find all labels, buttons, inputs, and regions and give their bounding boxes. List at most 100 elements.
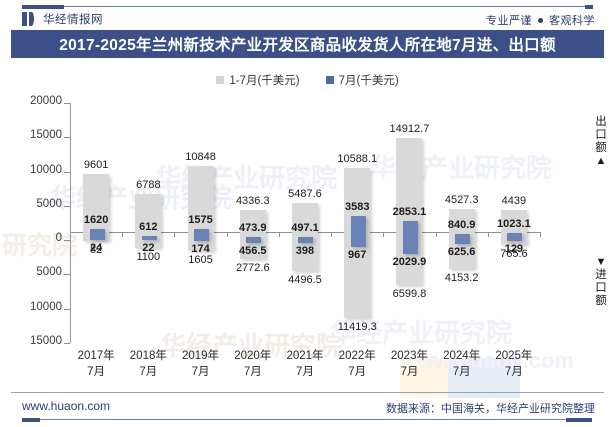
label-export-july: 840.9 xyxy=(447,219,476,232)
label-import-cumulative: 1100 xyxy=(136,250,161,263)
x-axis-category-line: 7月 xyxy=(348,366,367,378)
label-import-july: 129 xyxy=(504,243,524,256)
label-export-cumulative: 9601 xyxy=(83,159,109,172)
bar-cumulative-jan-jul[interactable] xyxy=(396,137,423,286)
x-axis-category-label: 2019年 7月 xyxy=(182,348,219,380)
tagline-left: 专业严谨 xyxy=(486,15,532,27)
x-axis-tick xyxy=(278,232,280,237)
label-export-july: 612 xyxy=(139,220,158,233)
label-export-july: 2853.1 xyxy=(392,205,427,218)
brand-name: 华经情报网 xyxy=(43,14,103,26)
y-axis-tick-label: 10000 xyxy=(30,300,62,313)
legend-item[interactable]: 1-7月(千美元) xyxy=(216,72,300,88)
brand: 华经情报网 xyxy=(22,11,103,27)
bar-series-container: 9601 82 1620 24 6788 1100 612 22 10848 1605 1575 17… xyxy=(70,103,540,343)
x-axis-category-line: 2017年 xyxy=(77,350,115,362)
x-axis-tick xyxy=(122,232,124,237)
bar-group[interactable]: 4336.3 2772.6 473.9 456.5 xyxy=(227,103,279,343)
chart-area: 华经产业研究院 华经产业研究院 华经产业研究院 华经产业研究院 华经产业研究院 … xyxy=(0,58,615,398)
bar-group[interactable]: 14912.7 6599.8 2853.1 2029.9 xyxy=(383,103,435,343)
bar-group[interactable]: 6788 1100 612 22 xyxy=(122,103,174,343)
x-axis-category-label: 2018年 7月 xyxy=(130,348,167,380)
label-import-july: 2029.9 xyxy=(392,256,427,269)
bar-july[interactable] xyxy=(298,236,314,243)
x-axis-tick xyxy=(383,232,385,237)
logo-mark-icon xyxy=(22,12,37,26)
bar-july[interactable] xyxy=(246,236,262,244)
label-export-cumulative: 4439 xyxy=(501,194,527,207)
import-arrow-down-icon: ▼ xyxy=(595,256,607,268)
legend-item[interactable]: 7月(千美元) xyxy=(325,72,399,88)
label-export-cumulative: 5487.6 xyxy=(288,187,322,200)
x-axis-tick xyxy=(487,232,489,237)
x-axis-category-line: 7月 xyxy=(243,366,262,378)
label-import-july: 967 xyxy=(348,248,367,261)
bar-group[interactable]: 4527.3 4153.2 840.9 625.6 xyxy=(436,103,488,343)
export-axis-caption: 出口额 ▲ xyxy=(593,116,609,168)
bar-group[interactable]: 10588.1 11419.3 3583 967 xyxy=(331,103,383,343)
x-axis-category-label: 2024年 7月 xyxy=(443,348,480,380)
bar-group[interactable]: 10848 1605 1575 174 xyxy=(174,103,226,343)
label-export-cumulative: 10588.1 xyxy=(337,152,378,165)
y-axis-tick xyxy=(64,343,70,344)
label-export-july: 1023.1 xyxy=(497,218,531,231)
label-export-july: 1620 xyxy=(83,214,109,227)
label-import-cumulative: 1605 xyxy=(188,254,213,267)
y-axis-tick xyxy=(64,240,70,242)
x-axis-category-line: 7月 xyxy=(452,366,471,378)
y-axis-tick-label: 5000 xyxy=(36,266,62,279)
bar-july[interactable] xyxy=(194,229,210,242)
y-axis-tick-label: 5000 xyxy=(36,197,62,210)
export-arrow-up-icon: ▲ xyxy=(595,155,607,167)
y-axis-labels: 20000 15000 10000 5000 0 5000 10000 15000 xyxy=(0,95,62,347)
label-import-cumulative: 4496.5 xyxy=(288,273,322,286)
x-axis-tick xyxy=(331,232,333,237)
x-axis-category-line: 7月 xyxy=(191,366,210,378)
bar-july[interactable] xyxy=(141,235,157,241)
import-caption-text: 进口额 xyxy=(595,269,607,307)
export-caption-text: 出口额 xyxy=(595,116,607,154)
top-accent-rule xyxy=(0,5,615,9)
y-axis-tick xyxy=(64,274,70,276)
footer-divider xyxy=(11,392,604,393)
footer-url[interactable]: www.huaon.com xyxy=(22,399,111,413)
bar-group[interactable]: 9601 82 1620 24 xyxy=(70,103,122,343)
y-axis-tick-label: 20000 xyxy=(30,95,62,107)
y-axis-tick-label: 0 xyxy=(55,232,62,245)
x-axis-category-line: 2018年 xyxy=(129,350,167,362)
label-import-july: 625.6 xyxy=(447,246,476,259)
bar-july[interactable] xyxy=(455,234,471,245)
y-axis-line xyxy=(70,103,71,343)
x-axis-category-label: 2017年 7月 xyxy=(78,348,115,380)
label-export-july: 473.9 xyxy=(239,221,267,234)
label-import-cumulative: 82 xyxy=(89,243,103,256)
x-axis-tick xyxy=(435,232,437,237)
tagline: 专业严谨 客观科学 xyxy=(486,12,595,28)
chart-legend: 1-7月(千美元) 7月(千美元) xyxy=(0,72,615,88)
y-axis-tick xyxy=(64,308,70,310)
x-axis-category-line: 2022年 xyxy=(338,350,376,362)
bar-group[interactable]: 5487.6 4496.5 497.1 398 xyxy=(279,103,331,343)
x-axis-category-label: 2025年 7月 xyxy=(495,348,532,380)
y-axis-tick xyxy=(64,205,70,207)
bar-july[interactable] xyxy=(402,220,418,255)
label-export-july: 1575 xyxy=(188,214,213,227)
bar-cumulative-jan-jul[interactable] xyxy=(239,210,266,260)
label-import-july: 174 xyxy=(191,243,210,256)
x-axis-tick xyxy=(540,232,541,237)
bar-july[interactable] xyxy=(89,229,105,241)
x-axis-category-line: 2021年 xyxy=(286,350,324,362)
label-import-july: 456.5 xyxy=(239,245,267,258)
label-import-cumulative: 765.6 xyxy=(500,248,528,261)
import-axis-caption: ▼ 进口额 xyxy=(593,256,609,308)
bar-july[interactable] xyxy=(350,215,366,247)
x-axis-category-line: 2024年 xyxy=(443,350,481,362)
bar-july[interactable] xyxy=(507,233,523,242)
bar-group[interactable]: 4439 765.6 1023.1 129 xyxy=(488,103,540,343)
x-axis-category-line: 2023年 xyxy=(390,350,428,362)
label-export-july: 497.1 xyxy=(291,221,319,234)
label-export-cumulative: 10848 xyxy=(185,150,216,163)
x-axis-category-label: 2023年 7月 xyxy=(391,348,428,380)
x-axis-category-line: 7月 xyxy=(400,366,419,378)
